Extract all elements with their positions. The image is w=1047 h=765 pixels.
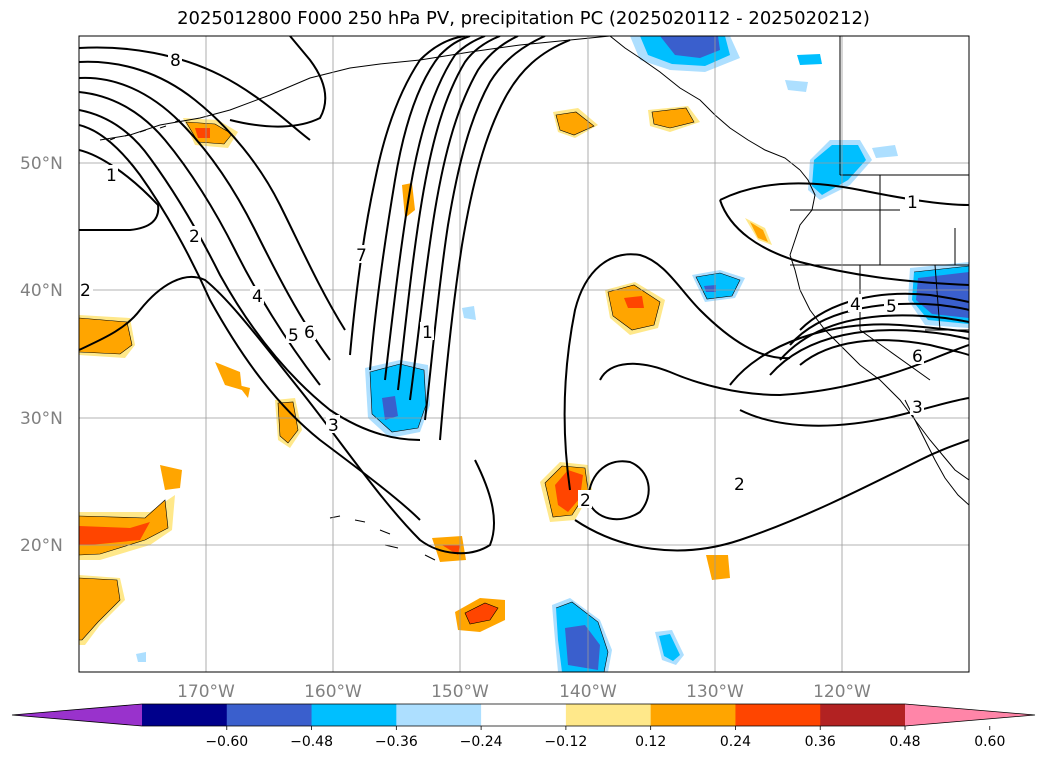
contour-label-8: 8 bbox=[170, 51, 181, 71]
lat-label-50n: 50°N bbox=[20, 154, 63, 174]
contour-label-6-east: 6 bbox=[912, 347, 923, 367]
contour-label-3-west: 3 bbox=[328, 416, 339, 436]
contour-label-1-mid: 1 bbox=[422, 323, 433, 343]
pv-contour-5-mid bbox=[397, 36, 501, 391]
lon-label-150w: 150°W bbox=[431, 682, 489, 702]
colorbar-segment bbox=[565, 704, 652, 726]
contour-label-1-east: 1 bbox=[907, 193, 918, 213]
precipitation-outlines bbox=[79, 107, 969, 672]
pv-contour-east-inner bbox=[799, 339, 969, 366]
pv-contour-west-e bbox=[79, 124, 421, 521]
contour-label-5-west: 5 bbox=[288, 326, 299, 346]
pv-contours bbox=[79, 36, 969, 555]
pv-contour-east-5 bbox=[789, 302, 969, 346]
colorbar-segment bbox=[820, 704, 906, 726]
contour-label-4-east: 4 bbox=[850, 295, 861, 315]
lat-label-30n: 30°N bbox=[20, 409, 63, 429]
colorbar-segment bbox=[311, 704, 397, 726]
lat-label-40n: 40°N bbox=[20, 281, 63, 301]
longitude-labels: 170°W 160°W 150°W 140°W 130°W 120°W bbox=[177, 682, 871, 702]
contour-label-3-east: 3 bbox=[912, 398, 923, 418]
map-title: 2025012800 F000 250 hPa PV, precipitatio… bbox=[177, 8, 870, 29]
pv-contour-1-east-b bbox=[719, 199, 969, 286]
pv-contour-7b bbox=[369, 36, 471, 371]
colorbar-tick-label: −0.12 bbox=[544, 734, 587, 750]
colorbar-tick-label: −0.24 bbox=[460, 734, 503, 750]
contour-label-1-west: 1 bbox=[106, 166, 117, 186]
pv-contour-2-west bbox=[79, 275, 496, 555]
pv-contour-east-4 bbox=[779, 314, 969, 361]
latitude-labels: 50°N 40°N 30°N 20°N bbox=[20, 154, 63, 556]
pv-contour-1 bbox=[79, 149, 160, 231]
aleutian-islands bbox=[109, 119, 181, 141]
contour-label-2-east: 2 bbox=[734, 475, 745, 495]
colorbar-tick-label: 0.60 bbox=[974, 734, 1005, 750]
colorbar-tick-label: 0.48 bbox=[889, 734, 920, 750]
colorbar-extend-min bbox=[12, 704, 142, 726]
pv-contour-east-3 bbox=[769, 329, 969, 376]
graticule bbox=[79, 36, 969, 672]
us-west-coast bbox=[789, 254, 969, 481]
lon-label-140w: 140°W bbox=[559, 682, 617, 702]
pv-contour-west-d bbox=[79, 109, 421, 441]
colorbar-outline bbox=[11, 703, 1036, 727]
pv-contour-west-b bbox=[79, 76, 331, 361]
pv-contour-2-mid bbox=[439, 39, 571, 441]
pv-contour-1-mid bbox=[424, 36, 546, 421]
pv-contour-east-low bbox=[729, 323, 969, 386]
lat-label-20n: 20°N bbox=[20, 536, 63, 556]
contour-label-5-east: 5 bbox=[886, 297, 897, 317]
pv-contour-6-mid bbox=[384, 36, 486, 381]
pv-contour-7 bbox=[349, 36, 466, 356]
colorbar-tick-label: −0.48 bbox=[290, 734, 333, 750]
contour-label-2-mid: 2 bbox=[580, 491, 591, 511]
hawaii-islands bbox=[329, 515, 436, 561]
pv-contour-2-east-b bbox=[599, 344, 969, 397]
contour-label-2-edge: 2 bbox=[80, 281, 91, 301]
colorbar-tick-label: −0.60 bbox=[205, 734, 248, 750]
colorbar-segment bbox=[226, 704, 313, 726]
pv-contour-4-mid bbox=[409, 36, 519, 401]
pv-contour-ring bbox=[586, 460, 650, 521]
colorbar-segment bbox=[481, 704, 567, 726]
pv-contour-2-east bbox=[574, 439, 969, 552]
contour-label-7: 7 bbox=[356, 246, 367, 266]
pv-contour-east-6 bbox=[799, 292, 969, 331]
colorbar-segment bbox=[142, 704, 228, 726]
coastlines bbox=[99, 36, 969, 561]
lon-label-120w: 120°W bbox=[813, 682, 871, 702]
contour-label-4-west: 4 bbox=[252, 287, 263, 307]
pv-contour-eastern-loop bbox=[563, 253, 791, 491]
map-plot-area: 8 1 2 2 4 5 6 3 7 1 2 2 1 4 bbox=[79, 36, 969, 672]
pv-contour-east-lowest bbox=[739, 397, 969, 427]
lon-label-170w: 170°W bbox=[177, 682, 235, 702]
contour-label-2-west: 2 bbox=[189, 227, 200, 247]
pv-contour-1-east bbox=[719, 182, 969, 206]
baja-coast bbox=[904, 399, 969, 506]
colorbar-segment bbox=[650, 704, 736, 726]
alaska-coast bbox=[99, 36, 611, 141]
lon-label-130w: 130°W bbox=[686, 682, 744, 702]
colorbar-segment bbox=[396, 704, 482, 726]
map-frame bbox=[78, 35, 970, 673]
pv-contour-upper-loop bbox=[229, 36, 327, 128]
canada-border bbox=[839, 36, 969, 176]
lon-label-160w: 160°W bbox=[304, 682, 362, 702]
colorbar-extend-max bbox=[905, 704, 1035, 726]
contour-labels: 8 1 2 2 4 5 6 3 7 1 2 2 1 4 bbox=[79, 50, 924, 511]
colorbar-tick-label: 0.12 bbox=[635, 734, 666, 750]
pv-contour-8 bbox=[79, 46, 311, 141]
contour-label-6-west: 6 bbox=[304, 323, 315, 343]
colorbar-tick-label: 0.36 bbox=[805, 734, 836, 750]
pv-contour-west-a bbox=[79, 60, 346, 331]
colorbar: −0.60 −0.48 −0.36 −0.24 −0.12 0.12 0.24 0.36 0.4… bbox=[11, 703, 1036, 750]
colorbar-segment bbox=[735, 704, 821, 726]
precipitation-shading bbox=[79, 36, 969, 672]
pv-contour-west-c bbox=[79, 91, 321, 386]
colorbar-tick-label: 0.24 bbox=[720, 734, 751, 750]
colorbar-tick-label: −0.36 bbox=[375, 734, 418, 750]
